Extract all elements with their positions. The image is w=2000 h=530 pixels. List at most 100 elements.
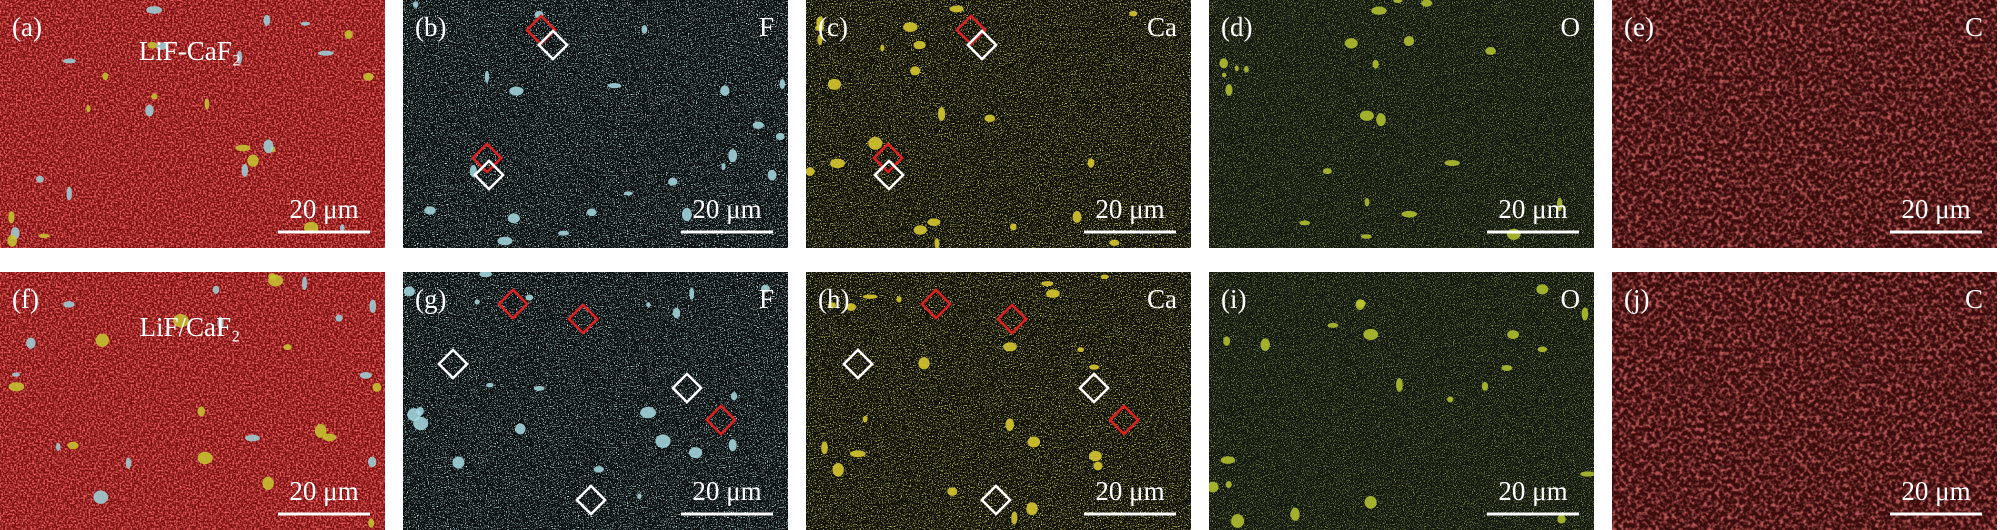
panel-label: (j) [1624, 284, 1649, 314]
particle [1376, 113, 1386, 127]
particle [372, 382, 382, 392]
particle [262, 476, 274, 491]
particle [846, 303, 857, 311]
particle [949, 5, 964, 13]
particle [947, 487, 958, 496]
marker [920, 288, 952, 320]
particle [247, 154, 259, 167]
map-image [1612, 272, 1997, 530]
particle [102, 72, 109, 80]
particle [1290, 507, 1300, 521]
particle [156, 42, 168, 50]
particle [484, 70, 490, 83]
particle [934, 238, 940, 248]
marker [497, 288, 529, 320]
panel: (i) O 20 μm [1209, 272, 1594, 530]
map-image [0, 272, 385, 530]
marker [1108, 404, 1140, 436]
element-label: Ca [1147, 284, 1177, 314]
particle [1011, 511, 1018, 525]
particle [1481, 381, 1489, 391]
particle [779, 79, 786, 90]
particle [760, 284, 770, 293]
particle [55, 442, 61, 451]
particle [7, 234, 18, 247]
particle [586, 208, 597, 217]
sample-label: LiF-CaF₂ [139, 36, 241, 66]
particle [1231, 514, 1245, 528]
particle [314, 424, 327, 438]
particle [145, 104, 154, 117]
panel: (j) C 20 μm [1612, 272, 1997, 530]
marker [996, 303, 1028, 335]
particle [125, 457, 132, 469]
particle [38, 233, 50, 239]
particle [1372, 59, 1379, 69]
particle [212, 285, 220, 294]
panel: (d) O 20 μm [1209, 0, 1594, 248]
panel-label: (c) [818, 12, 848, 42]
particle [1087, 158, 1095, 168]
particle [1244, 65, 1249, 73]
particle [1109, 239, 1120, 246]
particle [830, 158, 845, 169]
particle [1225, 481, 1232, 489]
element-label: F [759, 284, 774, 314]
particle [752, 121, 764, 129]
marker [872, 142, 904, 174]
particle [896, 296, 902, 303]
particle [197, 451, 213, 465]
particle [245, 434, 260, 442]
particle [474, 299, 480, 305]
particle [235, 144, 251, 152]
particle [1088, 450, 1102, 462]
map-image [1612, 0, 1997, 248]
particle [862, 415, 868, 423]
particle [827, 302, 837, 309]
particle [655, 434, 671, 448]
particle [217, 316, 224, 330]
panel-label: (b) [415, 12, 446, 42]
particle [1403, 35, 1415, 47]
particle [1003, 342, 1017, 352]
element-label: C [1965, 12, 1983, 42]
particle [146, 6, 163, 14]
scale-bar-label: 20 μm [692, 476, 761, 506]
particle [640, 406, 657, 419]
marker [537, 29, 569, 61]
particle [1557, 514, 1566, 524]
map-texture [403, 272, 788, 530]
particle [868, 136, 883, 150]
particle [63, 301, 75, 308]
particle [1360, 234, 1372, 239]
particle [8, 211, 15, 224]
particle [302, 276, 308, 291]
particle [1005, 418, 1014, 432]
marker [437, 348, 469, 380]
particle [507, 213, 520, 224]
particle [339, 224, 345, 233]
particle [862, 294, 878, 299]
particle [479, 272, 493, 278]
particle [681, 207, 692, 222]
particle [413, 416, 429, 431]
marker [575, 484, 607, 516]
marker [1078, 372, 1110, 404]
particle [317, 50, 334, 56]
particle [816, 16, 825, 30]
particle [363, 72, 374, 81]
particle [637, 493, 642, 500]
panel: (f) LiF/CaF₂ 20 μm [0, 272, 385, 530]
particle [197, 406, 206, 417]
marker [473, 159, 505, 191]
particle [1046, 289, 1060, 298]
particle [1371, 6, 1387, 15]
element-label: C [1965, 284, 1983, 314]
map-texture [0, 0, 385, 248]
particle [1299, 220, 1311, 226]
map-image [403, 272, 788, 530]
particle [300, 21, 311, 26]
particle [283, 344, 292, 351]
particle [689, 287, 695, 300]
particle [1447, 396, 1454, 403]
